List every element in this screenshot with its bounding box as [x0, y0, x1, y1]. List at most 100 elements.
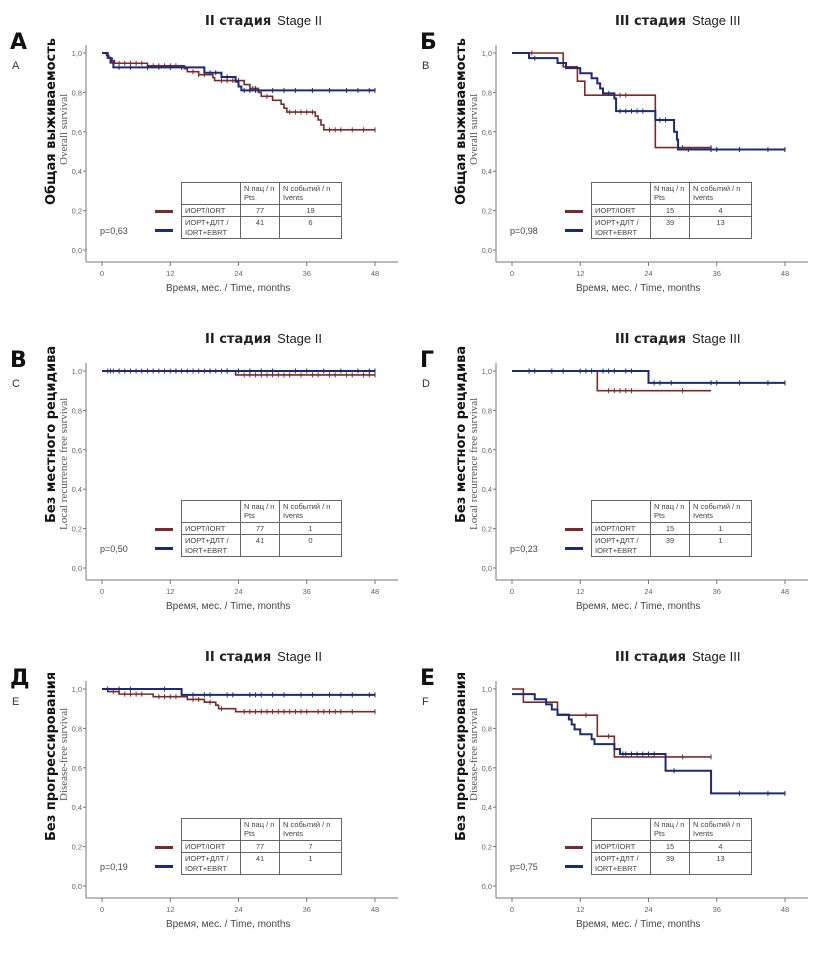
- legend-table: N пац / n Pts N событий / n Ivents ИОРТ/IO…: [591, 818, 752, 875]
- panel-title: II стадия Stage II: [205, 331, 322, 347]
- y-tick-label: 0,8: [482, 406, 492, 415]
- x-tick-label: 48: [371, 587, 379, 596]
- legend-cell: 4: [689, 203, 752, 218]
- x-tick-label: 12: [166, 269, 174, 278]
- title-en: Stage III: [692, 13, 741, 28]
- p-value: p=0,23: [510, 544, 538, 554]
- y-tick-label: 0,6: [72, 446, 82, 455]
- panel-letter-ru: Г: [420, 348, 435, 373]
- title-ru: III стадия: [615, 650, 687, 665]
- legend-cell: 41: [240, 534, 280, 557]
- legend-cell: 15: [650, 521, 690, 536]
- legend-cell: ИОРТ/IORT: [591, 203, 651, 218]
- legend-cell: ИОРТ/IORT: [181, 839, 241, 854]
- legend-cell: ИОРТ+ДЛТ / IORT+EBRT: [591, 852, 651, 875]
- legend-cell: 6: [279, 216, 342, 239]
- legend-row-iort: ИОРТ/IORT 15 4: [591, 839, 752, 854]
- x-tick-label: 0: [100, 905, 104, 914]
- panel-letter-en: E: [12, 696, 20, 708]
- legend-cell: N пац / n Pts: [240, 500, 280, 523]
- x-tick-label: 0: [510, 587, 514, 596]
- p-value: p=0,75: [510, 862, 538, 872]
- panel-title: II стадия Stage II: [205, 13, 322, 29]
- panel-letter-ru: А: [10, 30, 28, 55]
- legend-cell: 7: [279, 839, 342, 854]
- x-tick-label: 24: [644, 587, 652, 596]
- y-tick-label: 1,0: [482, 685, 492, 694]
- km-chart-svg: 0,0 0,2 0,4 0,6 0,8 1,0 0 12 24 36 48: [482, 45, 808, 278]
- survival-curve-iort-ebrt: [102, 52, 375, 92]
- survival-curve-iort-ebrt: [512, 52, 785, 151]
- y-tick-label: 0,4: [482, 803, 492, 812]
- survival-curve-iort: [512, 52, 712, 149]
- panel-letter-en: C: [12, 378, 20, 390]
- survival-curve-iort-ebrt: [512, 693, 785, 795]
- y-tick-label: 0,6: [482, 128, 492, 137]
- legend-cell: [181, 500, 241, 523]
- legend-cell: 19: [279, 203, 342, 218]
- panel-letter-ru: Д: [10, 666, 30, 691]
- legend-swatch-iort: [155, 528, 173, 531]
- title-ru: II стадия: [205, 650, 272, 665]
- y-tick-label: 0,6: [72, 764, 82, 773]
- legend-cell: ИОРТ/IORT: [181, 203, 241, 218]
- p-value: p=0,63: [100, 226, 128, 236]
- legend-row-iort: ИОРТ/IORT 77 19: [181, 203, 342, 218]
- legend-header-row: N пац / n Pts N событий / n Ivents: [591, 500, 752, 523]
- km-chart-svg: 0,0 0,2 0,4 0,6 0,8 1,0 0 12 24 36 48: [72, 681, 398, 914]
- y-tick-label: 0,2: [482, 843, 492, 852]
- y-tick-label: 1,0: [72, 367, 82, 376]
- p-value: p=0,19: [100, 862, 128, 872]
- y-tick-label: 0,6: [72, 128, 82, 137]
- x-tick-label: 0: [100, 587, 104, 596]
- legend-swatch-iort: [155, 210, 173, 213]
- legend-cell: 0: [279, 534, 342, 557]
- legend-header-row: N пац / n Pts N событий / n Ivents: [181, 818, 342, 841]
- x-tick-label: 36: [713, 269, 721, 278]
- panel-letter-ru: В: [10, 348, 27, 373]
- legend-cell: [591, 818, 651, 841]
- y-tick-label: 0,2: [72, 843, 82, 852]
- survival-curve-iort-ebrt: [102, 688, 375, 696]
- legend-row-iort: ИОРТ/IORT 15 4: [591, 203, 752, 218]
- y-tick-label: 0,8: [72, 406, 82, 415]
- legend-cell: 77: [240, 839, 280, 854]
- x-tick-label: 24: [234, 269, 242, 278]
- x-tick-label: 12: [576, 587, 584, 596]
- survival-curve-iort-ebrt: [512, 370, 785, 384]
- y-tick-label: 1,0: [72, 685, 82, 694]
- panel-letter-en: F: [422, 696, 429, 708]
- y-tick-label: 0,4: [72, 167, 82, 176]
- panel-title: II стадия Stage II: [205, 649, 322, 665]
- x-axis-label: Время, мес. / Time, months: [576, 283, 701, 294]
- km-panel-f: Е F III стадия Stage III Без прогрессировани…: [410, 636, 820, 953]
- y-tick-label: 0,8: [72, 88, 82, 97]
- legend-cell: ИОРТ/IORT: [591, 521, 651, 536]
- x-tick-label: 12: [576, 269, 584, 278]
- x-tick-label: 12: [576, 905, 584, 914]
- legend-cell: 1: [689, 534, 752, 557]
- x-tick-label: 24: [644, 269, 652, 278]
- title-en: Stage II: [277, 331, 322, 346]
- legend-cell: N событий / n Ivents: [279, 500, 342, 523]
- legend-cell: 1: [279, 852, 342, 875]
- y-tick-label: 0,0: [72, 564, 82, 573]
- legend-cell: 39: [650, 534, 690, 557]
- legend-table: N пац / n Pts N событий / n Ivents ИОРТ/IO…: [591, 500, 752, 557]
- legend-cell: 39: [650, 216, 690, 239]
- legend-swatch-iort: [155, 846, 173, 849]
- y-tick-label: 0,2: [72, 207, 82, 216]
- p-value: p=0,98: [510, 226, 538, 236]
- legend-header-row: N пац / n Pts N событий / n Ivents: [181, 500, 342, 523]
- x-tick-label: 36: [713, 905, 721, 914]
- km-chart-svg: 0,0 0,2 0,4 0,6 0,8 1,0 0 12 24 36 48: [72, 363, 398, 596]
- x-axis-label: Время, мес. / Time, months: [576, 601, 701, 612]
- y-tick-label: 1,0: [482, 49, 492, 58]
- legend-cell: ИОРТ+ДЛТ / IORT+EBRT: [181, 852, 241, 875]
- legend-header-row: N пац / n Pts N событий / n Ivents: [591, 182, 752, 205]
- legend-cell: 13: [689, 852, 752, 875]
- title-en: Stage III: [692, 649, 741, 664]
- panel-title: III стадия Stage III: [615, 331, 740, 347]
- x-tick-label: 36: [713, 587, 721, 596]
- p-value: p=0,50: [100, 544, 128, 554]
